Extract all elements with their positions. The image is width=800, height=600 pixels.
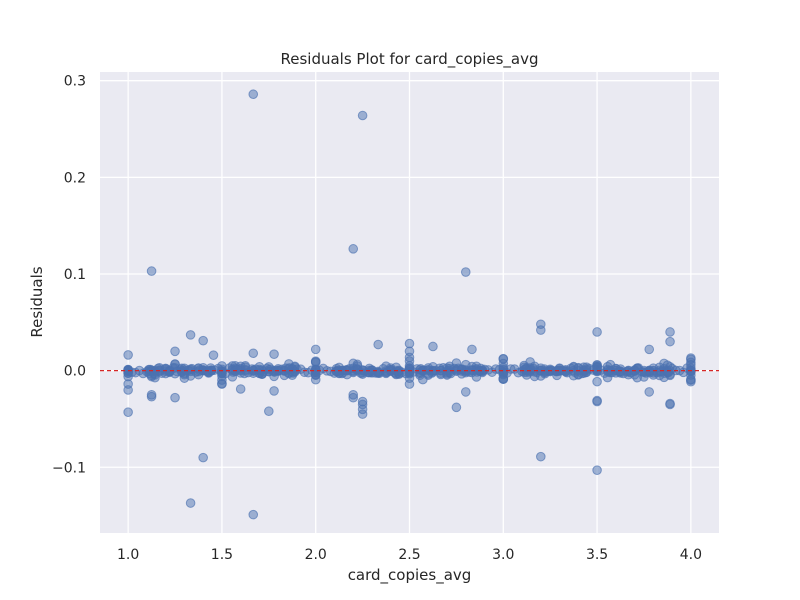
data-point	[451, 402, 462, 413]
x-tick-label: 3.5	[586, 547, 608, 563]
data-point	[373, 339, 383, 350]
x-tick-label: 3.0	[492, 547, 514, 563]
data-point	[536, 451, 546, 462]
y-tick-label: 0.2	[64, 170, 86, 186]
data-point	[348, 244, 359, 254]
data-point	[248, 509, 259, 520]
data-point	[460, 387, 471, 397]
data-point	[185, 498, 196, 508]
data-point	[592, 376, 602, 387]
data-point	[357, 110, 368, 121]
data-point	[665, 327, 675, 337]
data-point	[235, 384, 246, 394]
data-point	[198, 335, 208, 346]
x-tick-label: 4.0	[680, 547, 702, 563]
data-point	[269, 386, 279, 396]
x-tick-label: 1.0	[117, 547, 139, 563]
scatter-points	[123, 89, 696, 520]
data-point	[592, 465, 602, 475]
x-tick-label: 1.5	[211, 547, 233, 563]
data-point	[248, 348, 259, 359]
data-point	[460, 267, 471, 277]
data-point	[467, 344, 477, 355]
data-point	[357, 396, 368, 407]
x-axis-ticks: 1.0 1.5 2.0 2.5 3.0 3.5 4.0	[117, 547, 702, 563]
data-point	[404, 379, 415, 389]
data-point	[269, 349, 279, 360]
data-point	[310, 357, 321, 367]
data-point	[348, 389, 359, 400]
data-point	[248, 89, 259, 100]
data-point	[498, 354, 509, 364]
data-point	[592, 396, 602, 407]
data-point	[123, 350, 133, 360]
data-point	[644, 344, 655, 355]
data-point	[665, 399, 675, 410]
data-point	[592, 327, 602, 337]
y-tick-label: −0.1	[52, 460, 86, 476]
data-point	[146, 389, 157, 400]
data-point	[310, 344, 321, 355]
data-point	[686, 374, 696, 385]
y-tick-label: 0.1	[64, 267, 86, 283]
data-point	[264, 406, 274, 417]
data-point	[123, 385, 133, 395]
y-tick-label: 0.3	[64, 74, 86, 90]
data-point	[536, 325, 546, 335]
data-point	[686, 353, 696, 363]
data-point	[198, 452, 208, 463]
data-point	[665, 336, 675, 347]
x-tick-label: 2.5	[398, 547, 420, 563]
y-axis-label: Residuals	[28, 266, 46, 337]
data-point	[404, 346, 415, 357]
data-point	[170, 346, 180, 357]
data-point	[123, 407, 133, 417]
x-axis-label: card_copies_avg	[348, 566, 472, 585]
data-point	[146, 266, 157, 276]
y-tick-label: 0.0	[64, 364, 86, 380]
data-point	[644, 387, 655, 397]
data-point	[170, 392, 180, 403]
data-point	[428, 341, 438, 352]
x-tick-label: 2.0	[305, 547, 327, 563]
data-point	[185, 330, 196, 340]
data-point	[208, 350, 219, 360]
y-axis-ticks: −0.1 0.0 0.1 0.2 0.3	[52, 74, 86, 477]
chart-title: Residuals Plot for card_copies_avg	[281, 50, 539, 69]
